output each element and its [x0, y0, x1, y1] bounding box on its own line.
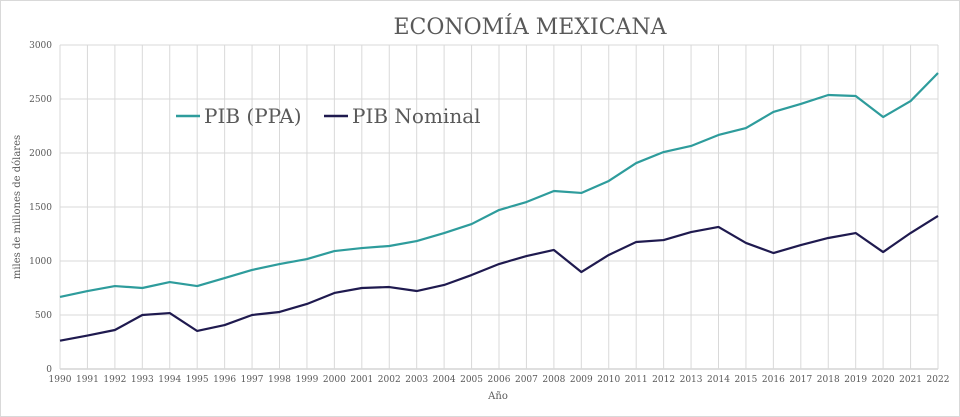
x-tick-label: 2010	[597, 375, 620, 385]
x-tick-label: 1991	[76, 375, 99, 385]
gridlines	[59, 44, 939, 370]
x-tick-label: 2021	[899, 375, 922, 385]
x-tick-label: 2002	[378, 375, 401, 385]
x-tick-label: 2008	[542, 375, 565, 385]
x-tick-label: 1997	[241, 375, 264, 385]
x-tick-label: 2009	[570, 375, 593, 385]
x-tick-label: 2013	[680, 375, 703, 385]
x-tick-label: 2000	[323, 375, 346, 385]
x-tick-label: 1990	[49, 375, 72, 385]
y-tick-label: 1500	[29, 203, 52, 213]
x-tick-label: 2003	[405, 375, 428, 385]
y-axis-label: miles de millones de dólares	[12, 135, 23, 279]
y-axis-ticks: 0 500 1000 1500 2000 2500 3000	[29, 41, 52, 375]
x-tick-label: 2011	[625, 375, 648, 385]
x-tick-label: 2015	[734, 375, 757, 385]
x-tick-label: 2014	[707, 375, 730, 385]
chart-title: ECONOMÍA MEXICANA	[393, 13, 667, 40]
x-tick-label: 1994	[158, 375, 181, 385]
x-tick-label: 2006	[488, 375, 511, 385]
x-axis-label: Año	[487, 391, 508, 402]
x-tick-label: 2012	[652, 375, 675, 385]
x-tick-label: 2005	[460, 375, 483, 385]
y-tick-label: 500	[35, 311, 52, 321]
legend: PIB (PPA) PIB Nominal	[176, 104, 481, 128]
x-tick-label: 2022	[927, 375, 950, 385]
legend-label-nominal: PIB Nominal	[352, 104, 481, 128]
x-tick-label: 1992	[103, 375, 126, 385]
x-tick-label: 1995	[186, 375, 209, 385]
legend-label-ppa: PIB (PPA)	[204, 104, 302, 128]
x-tick-label: 2001	[350, 375, 373, 385]
x-tick-label: 2016	[762, 375, 785, 385]
series-lines	[59, 72, 939, 342]
x-tick-label: 2018	[817, 375, 840, 385]
y-tick-label: 1000	[29, 257, 52, 267]
y-tick-label: 3000	[29, 41, 52, 51]
x-tick-label: 1998	[268, 375, 291, 385]
y-tick-label: 0	[46, 365, 52, 375]
x-tick-label: 2017	[789, 375, 812, 385]
x-tick-label: 2019	[844, 375, 867, 385]
x-tick-label: 1999	[295, 375, 318, 385]
y-tick-label: 2500	[29, 95, 52, 105]
y-tick-label: 2000	[29, 149, 52, 159]
x-tick-label: 2007	[515, 375, 538, 385]
x-tick-label: 1996	[213, 375, 236, 385]
x-tick-label: 2020	[872, 375, 895, 385]
x-tick-label: 2004	[433, 375, 456, 385]
x-tick-label: 1993	[131, 375, 154, 385]
x-axis-ticks: 1990 1991 1992 1993 1994 1995 1996 1997 1998 1999…	[49, 375, 950, 385]
